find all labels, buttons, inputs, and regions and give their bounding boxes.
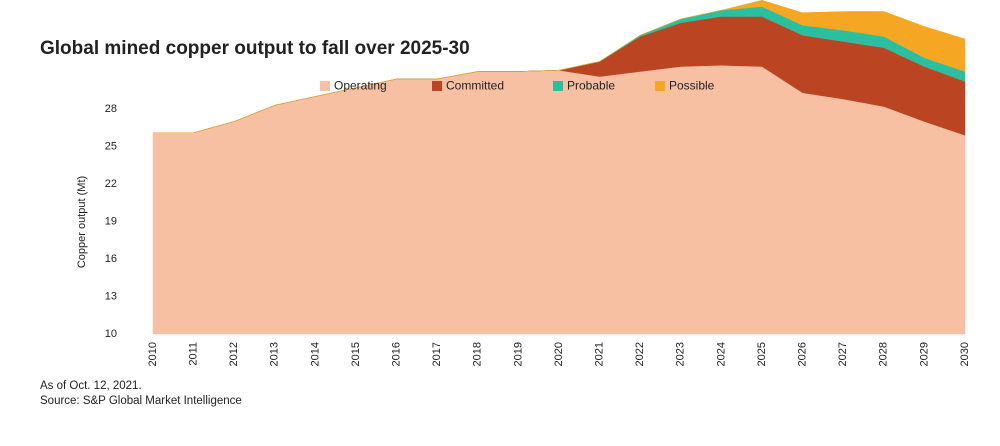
x-tick-label: 2026 (797, 342, 809, 366)
x-tick-label: 2018 (472, 342, 484, 366)
x-tick-label: 2010 (147, 342, 159, 366)
x-tick-label: 2023 (675, 342, 687, 366)
y-tick-label: 13 (105, 290, 117, 302)
y-tick-label: 19 (105, 215, 117, 227)
x-tick-label: 2019 (512, 342, 524, 366)
chart-title: Global mined copper output to fall over … (40, 38, 470, 59)
x-tick-label: 2016 (391, 342, 403, 366)
note: Source: S&P Global Market Intelligence (40, 395, 242, 407)
area (153, 0, 966, 133)
x-tick-label: 2020 (553, 342, 565, 366)
legend-swatch (320, 81, 330, 91)
y-tick-label: 28 (105, 103, 117, 115)
note: As of Oct. 12, 2021. (40, 380, 142, 392)
y-tick-label: 22 (105, 178, 117, 190)
x-tick-label: 2013 (269, 342, 281, 366)
legend-swatch (655, 81, 665, 91)
x-tick-label: 2021 (594, 342, 606, 366)
x-tick-label: 2011 (188, 342, 200, 366)
y-tick-label: 16 (105, 253, 117, 265)
x-tick-label: 2015 (350, 342, 362, 366)
x-tick-label: 2024 (715, 342, 727, 366)
x-tick-label: 2017 (431, 342, 443, 366)
y-tick-label: 10 (105, 328, 117, 340)
x-tick-label: 2029 (918, 342, 930, 366)
y-tick-label: 25 (105, 140, 117, 152)
legend-label: Operating (334, 79, 387, 93)
x-tick-label: 2030 (959, 342, 971, 366)
legend-label: Probable (567, 79, 615, 93)
legend-label: Committed (446, 79, 504, 93)
legend-label: Possible (669, 79, 715, 93)
x-tick-label: 2012 (228, 342, 240, 366)
x-tick-label: 2022 (634, 342, 646, 366)
x-tick-label: 2028 (878, 342, 890, 366)
y-axis-label: Copper output (Mt) (76, 176, 88, 268)
x-tick-label: 2014 (309, 342, 321, 366)
legend-swatch (432, 81, 442, 91)
x-tick-label: 2027 (837, 342, 849, 366)
legend-swatch (553, 81, 563, 91)
x-tick-label: 2025 (756, 342, 768, 366)
area (152, 64, 966, 335)
